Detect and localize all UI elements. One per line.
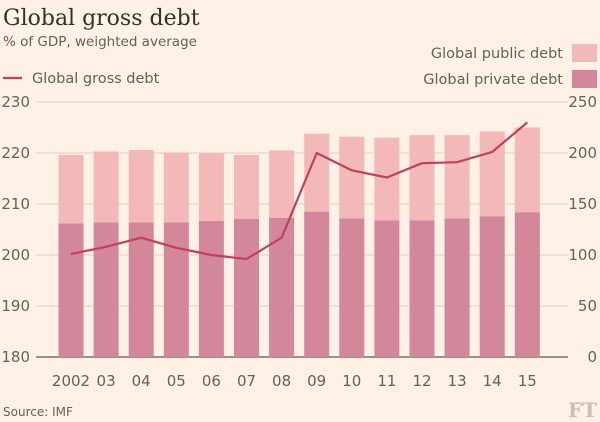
bar-private — [93, 222, 119, 357]
legend-swatch-public — [572, 44, 597, 62]
bar-public — [514, 127, 540, 213]
x-tick-label: 15 — [518, 372, 537, 390]
bar-public — [409, 135, 435, 221]
bar-private — [444, 218, 470, 357]
y-left-tick-label: 200 — [1, 246, 30, 264]
bar-private — [269, 217, 295, 357]
bar-public — [339, 136, 365, 219]
x-tick-label: 13 — [448, 372, 467, 390]
y-left-tick-label: 230 — [1, 93, 30, 111]
gross-debt-line — [70, 121, 529, 261]
bar-public — [198, 153, 224, 221]
bar-public — [58, 155, 84, 224]
x-tick-label: 10 — [342, 372, 361, 390]
bar-public — [444, 135, 470, 219]
bar-public — [234, 155, 259, 219]
bar-private — [339, 218, 365, 357]
y-right-tick-label: 250 — [568, 93, 597, 111]
x-tick-label: 11 — [377, 372, 396, 390]
x-tick-label: 2002 — [52, 372, 90, 390]
legend-swatch-private — [572, 70, 597, 88]
bar-private — [58, 223, 84, 357]
y-right-tick-label: 200 — [568, 144, 597, 162]
bar-private — [514, 212, 540, 357]
source-note: Source: IMF — [3, 405, 73, 419]
bar-public — [128, 149, 154, 223]
axes: 180 0 190 50 200 100 210 150 220 200 230 250 2002 03 0… — [1, 93, 597, 390]
x-tick-label: 07 — [237, 372, 256, 390]
x-tick-label: 09 — [307, 372, 326, 390]
x-tick-label: 14 — [483, 372, 502, 390]
bar-private — [479, 216, 505, 357]
gross-debt-line-path — [70, 121, 529, 261]
x-tick-label: 04 — [132, 372, 151, 390]
y-right-tick-label: 150 — [568, 195, 597, 213]
legend: Global public debt Global private debt Glo… — [3, 44, 597, 88]
bar-private — [128, 222, 154, 357]
bar-private — [304, 211, 330, 357]
bar-private — [163, 222, 189, 357]
ft-logo: FT — [568, 398, 597, 422]
bar-public — [374, 137, 400, 221]
legend-label-gross: Global gross debt — [32, 71, 160, 87]
y-right-tick-label: 50 — [578, 297, 597, 315]
bar-private — [374, 220, 400, 357]
bars — [58, 127, 540, 357]
y-left-tick-label: 180 — [1, 348, 30, 366]
bar-public — [269, 150, 295, 218]
chart-subtitle: % of GDP, weighted average — [3, 34, 197, 50]
x-tick-label: 06 — [202, 372, 221, 390]
y-left-tick-label: 210 — [1, 195, 30, 213]
bar-private — [234, 218, 259, 357]
bar-private — [198, 220, 224, 357]
y-right-tick-label: 0 — [587, 348, 597, 366]
chart-title: Global gross debt — [3, 6, 200, 31]
bar-private — [409, 220, 435, 357]
y-left-tick-label: 220 — [1, 144, 30, 162]
x-tick-label: 12 — [412, 372, 431, 390]
y-right-tick-label: 100 — [568, 246, 597, 264]
y-left-tick-label: 190 — [1, 297, 30, 315]
legend-label-public: Global public debt — [431, 46, 563, 62]
x-tick-label: 03 — [97, 372, 116, 390]
x-tick-label: 05 — [167, 372, 186, 390]
bar-public — [93, 151, 119, 223]
bar-public — [163, 152, 189, 223]
legend-label-private: Global private debt — [423, 72, 563, 88]
gridlines — [36, 101, 568, 358]
x-tick-label: 08 — [272, 372, 291, 390]
